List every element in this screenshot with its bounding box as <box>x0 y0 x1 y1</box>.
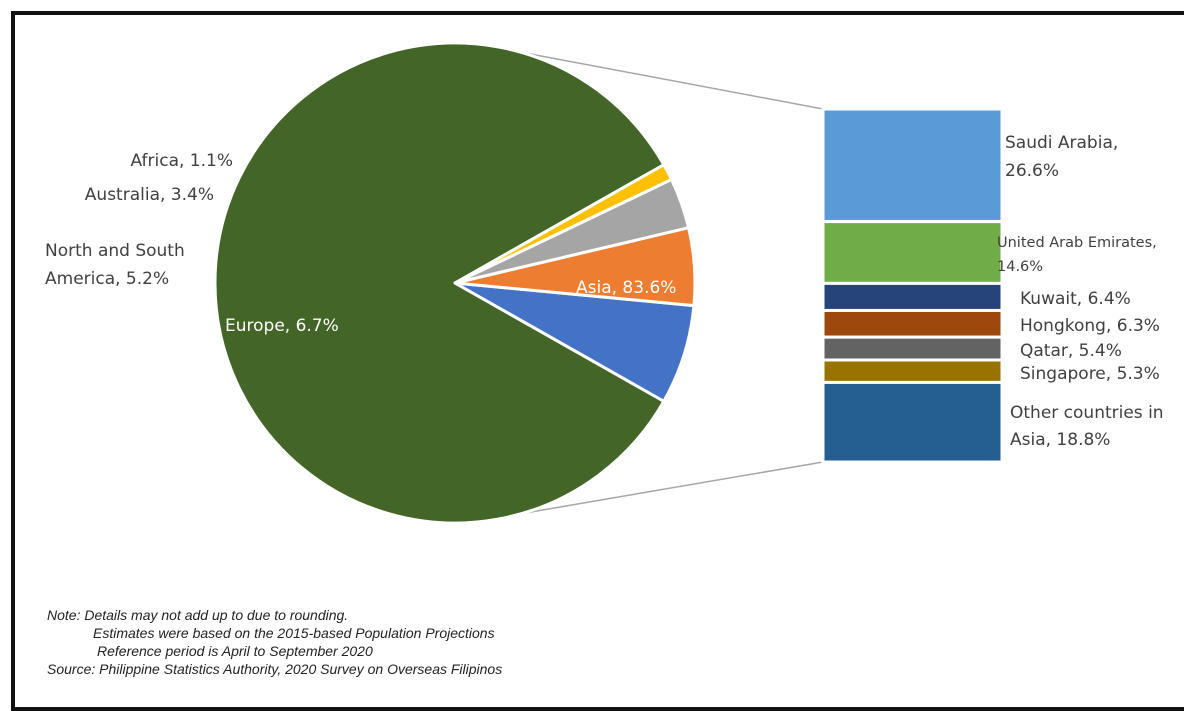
pie-chart <box>213 41 697 525</box>
label-uae-line1: United Arab Emirates, <box>997 235 1157 251</box>
connector-lines <box>524 52 824 514</box>
bar-segment-kuwait <box>821 281 1004 312</box>
bar-segment-hongkong <box>821 308 1004 339</box>
label-saudi-line2: 26.6% <box>1005 161 1059 181</box>
label-uae-line2: 14.6% <box>997 259 1043 275</box>
label-kuwait: Kuwait, 6.4% <box>1020 289 1131 309</box>
bar-segment-saudi-arabia <box>821 107 1004 224</box>
connector-bottom <box>524 461 824 514</box>
breakdown-bar <box>821 107 1004 464</box>
label-hongkong: Hongkong, 6.3% <box>1020 316 1160 336</box>
label-america-line1: North and South <box>45 241 185 261</box>
label-australia: Australia, 3.4% <box>85 185 214 205</box>
label-america-line2: America, 5.2% <box>45 269 169 289</box>
label-asia: Asia, 83.6% <box>576 278 676 298</box>
note-estimates: Estimates were based on the 2015-based P… <box>93 625 495 641</box>
label-europe: Europe, 6.7% <box>225 316 339 336</box>
bar-segment-qatar <box>821 335 1004 362</box>
connector-top <box>524 52 824 110</box>
label-saudi-line1: Saudi Arabia, <box>1005 133 1118 153</box>
pie-slice-asia <box>213 41 666 525</box>
label-other-line1: Other countries in <box>1010 403 1164 423</box>
label-other-line2: Asia, 18.8% <box>1010 430 1110 450</box>
pie-slice-africa <box>453 163 674 285</box>
label-qatar: Qatar, 5.4% <box>1020 341 1122 361</box>
label-singapore: Singapore, 5.3% <box>1020 364 1160 384</box>
chart-notes: Note: Details may not add up to due to r… <box>47 606 502 678</box>
note-reference-period: Reference period is April to September 2… <box>97 643 373 659</box>
bar-segment-other-countries-in-asia <box>821 380 1004 464</box>
note-rounding: Note: Details may not add up to due to r… <box>47 607 349 623</box>
label-africa: Africa, 1.1% <box>131 151 233 171</box>
bar-segment-united-arab-emirates <box>821 220 1004 285</box>
bar-segment-singapore <box>821 358 1004 384</box>
note-source: Source: Philippine Statistics Authority,… <box>47 661 503 677</box>
